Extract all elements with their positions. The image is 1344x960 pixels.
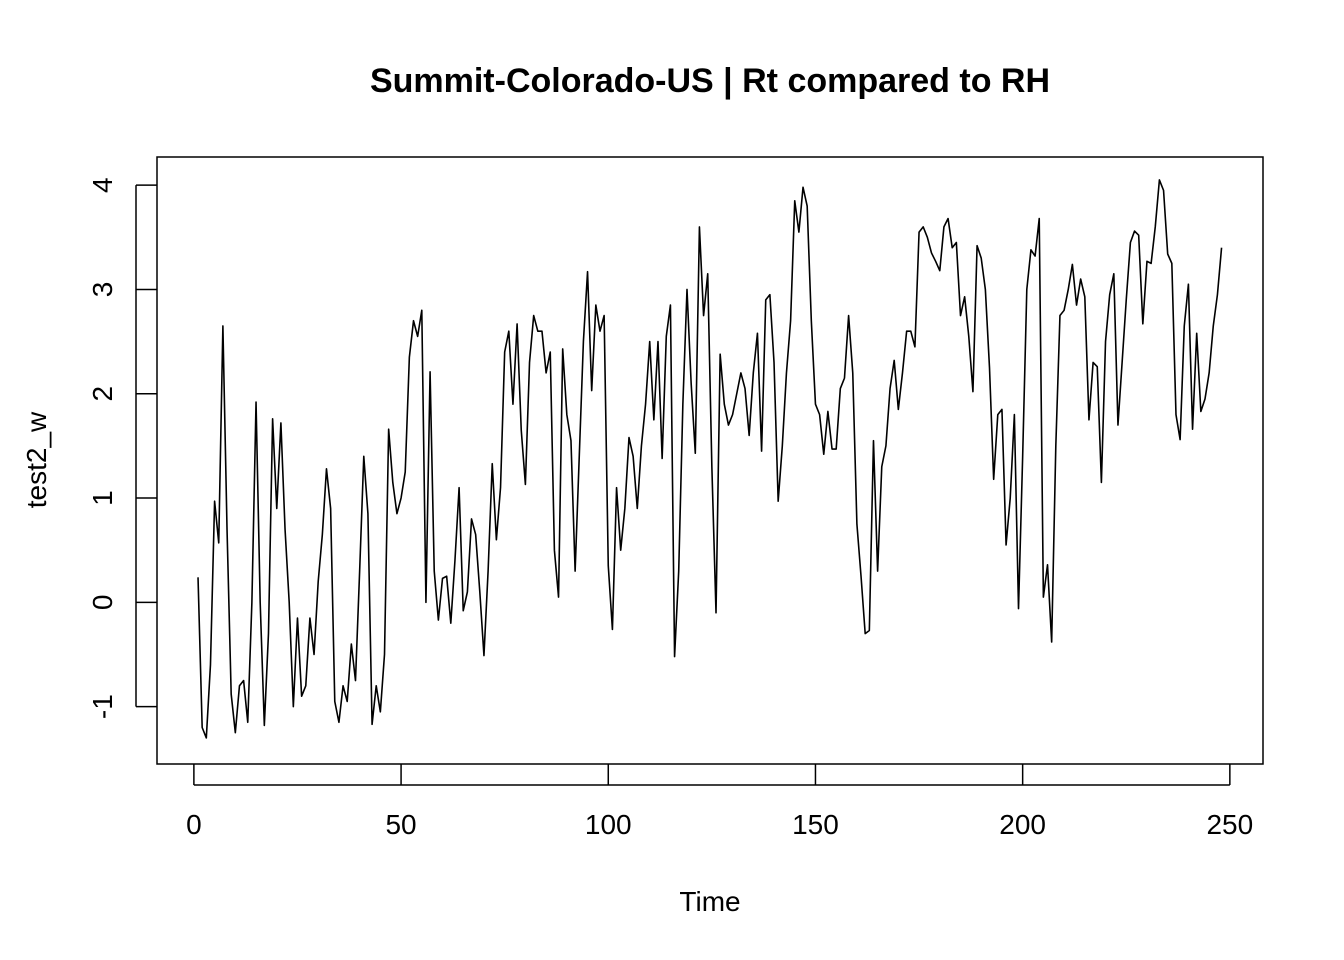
- y-tick-label: 0: [87, 595, 118, 611]
- x-tick-label: 100: [585, 809, 632, 840]
- x-tick-label: 0: [186, 809, 202, 840]
- y-tick-label: 4: [87, 177, 118, 193]
- x-tick-label: 250: [1206, 809, 1253, 840]
- plot-frame: [156, 156, 1264, 765]
- x-tick-label: 200: [999, 809, 1046, 840]
- y-tick-label: 1: [87, 490, 118, 506]
- y-axis-label: test2_w: [21, 411, 52, 508]
- x-tick-label: 150: [792, 809, 839, 840]
- y-axis: -1 0 1 2 3 4: [87, 177, 157, 719]
- y-tick-label: 3: [87, 282, 118, 298]
- y-tick-label: 2: [87, 386, 118, 402]
- series-line: [197, 179, 1223, 739]
- x-tick-label: 50: [385, 809, 416, 840]
- chart-title: Summit-Colorado-US | Rt compared to RH: [370, 62, 1050, 100]
- x-axis: 0 50 100 150 200 250: [186, 764, 1253, 840]
- x-axis-label: Time: [679, 886, 740, 917]
- y-tick-label: -1: [87, 694, 118, 719]
